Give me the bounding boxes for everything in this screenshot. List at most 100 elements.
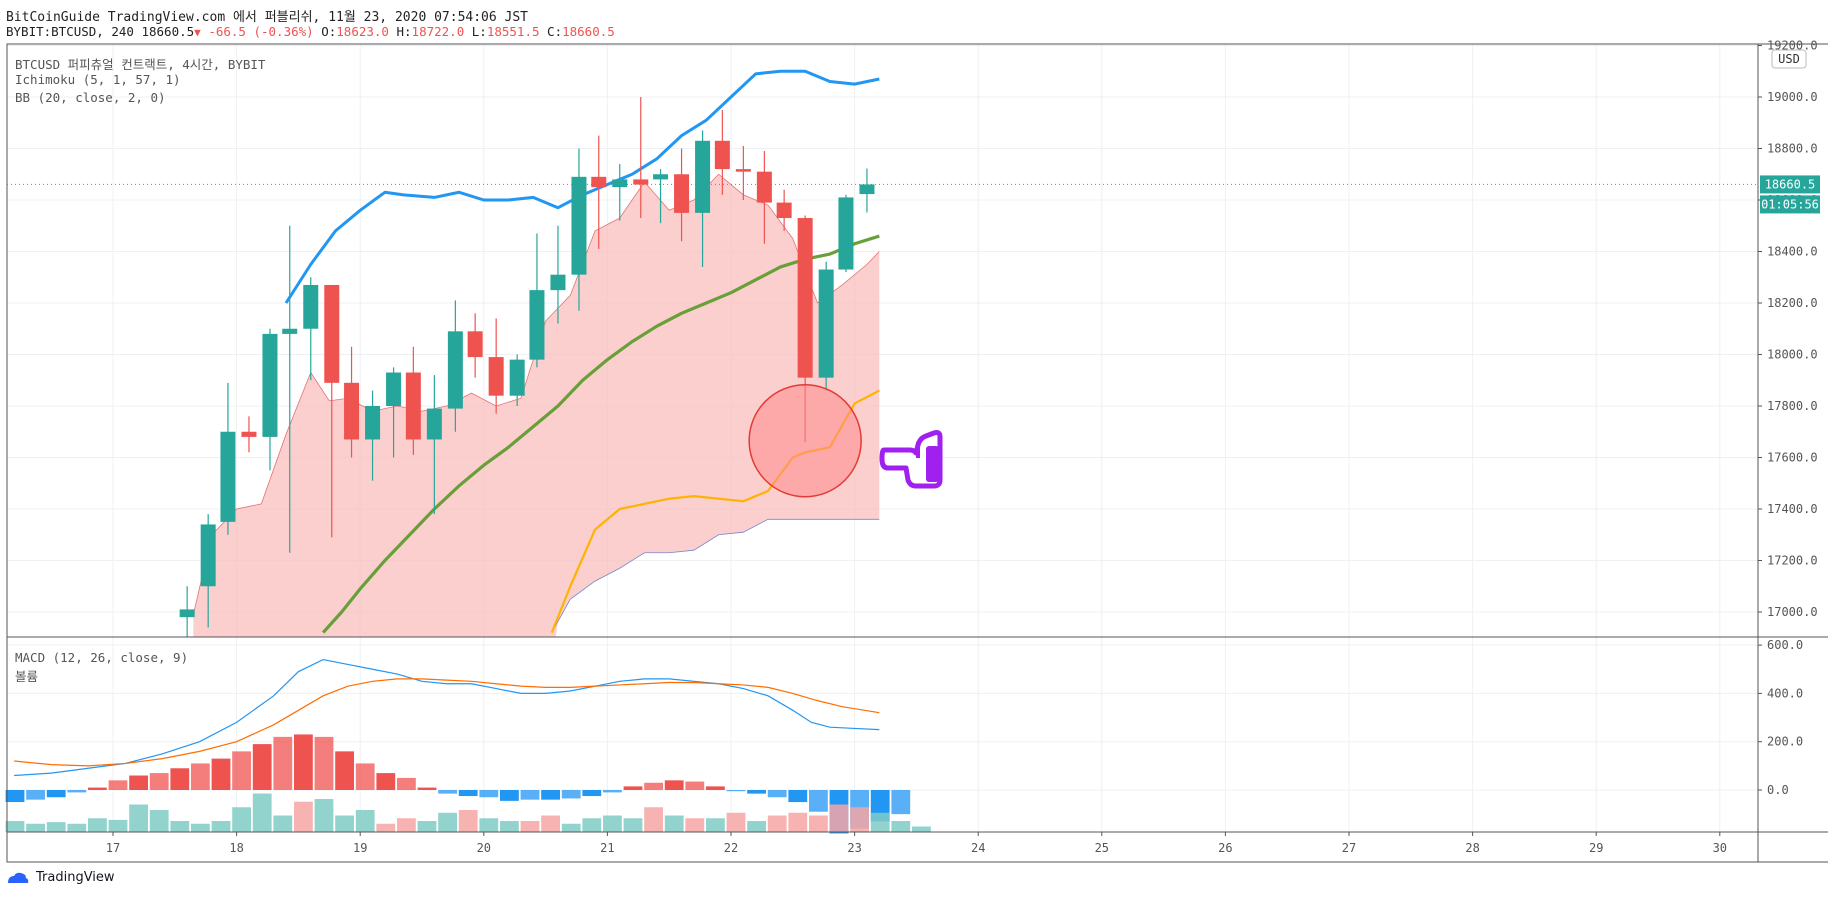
volume-bar <box>108 819 128 832</box>
macd-histogram-bar <box>582 790 602 797</box>
volume-bar <box>314 799 334 832</box>
candle <box>756 151 772 244</box>
macd-histogram-bar <box>561 790 581 799</box>
candle-body <box>571 176 587 275</box>
macd-histogram-bar <box>706 786 725 790</box>
macd-histogram-bar <box>129 775 148 790</box>
candle-body <box>838 197 854 270</box>
ichimoku-legend[interactable]: Ichimoku (5, 1, 57, 1) <box>15 72 181 87</box>
candle-body <box>653 174 669 180</box>
price-axis-label: 17200.0 <box>1767 554 1818 568</box>
candle-body <box>735 169 751 172</box>
volume-bar <box>232 807 251 832</box>
candle <box>200 514 216 628</box>
candle-body <box>756 171 772 203</box>
pointing-hand-icon <box>879 430 943 489</box>
candle <box>633 97 649 219</box>
macd-histogram-bar <box>232 751 251 790</box>
price-axis-label: 17000.0 <box>1767 605 1818 619</box>
candle <box>241 416 257 453</box>
volume-bar <box>129 804 148 832</box>
volume-bar <box>623 818 643 832</box>
open-value: 18623.0 <box>336 24 389 39</box>
publish-info: BitCoinGuide TradingView.com 에서 퍼블리쉬, 11… <box>6 10 529 25</box>
macd-axis-label: 200.0 <box>1767 735 1803 749</box>
candle-body <box>529 290 545 360</box>
macd-line <box>14 658 880 777</box>
price-axis-label: 18000.0 <box>1767 348 1818 362</box>
time-axis-label: 25 <box>1095 841 1109 855</box>
candle-body <box>200 524 216 587</box>
volume-bar <box>170 821 190 832</box>
candle-body <box>324 284 340 383</box>
volume-bar <box>912 826 931 832</box>
time-axis-label: 18 <box>229 841 243 855</box>
candle-body <box>695 140 711 213</box>
candle <box>653 169 669 224</box>
candle-body <box>612 179 628 188</box>
volume-bar <box>211 821 231 832</box>
candle <box>467 313 483 378</box>
candle-body <box>179 609 195 618</box>
candle <box>220 382 236 535</box>
macd-histogram-bar <box>520 790 540 800</box>
volume-legend[interactable]: 볼륨 <box>15 669 39 684</box>
time-axis-label: 22 <box>724 841 738 855</box>
candle-body <box>303 284 319 329</box>
volume-bar <box>294 801 313 832</box>
macd-histogram-bar <box>314 736 334 790</box>
macd-histogram-bar <box>211 758 231 790</box>
open-label: O: <box>321 24 337 39</box>
candle-body <box>633 179 649 185</box>
candle-body <box>467 331 483 358</box>
macd-histogram-bar <box>191 763 210 790</box>
macd-histogram-bar <box>458 790 478 797</box>
macd-histogram-bar <box>726 790 746 792</box>
chart-border <box>6 43 1828 863</box>
candle <box>818 261 834 391</box>
candle <box>282 225 298 553</box>
high-value: 18722.0 <box>411 24 465 39</box>
candle-body <box>386 372 402 406</box>
price-axis-label: 17800.0 <box>1767 399 1818 413</box>
candle <box>509 354 525 406</box>
volume-bar <box>809 815 828 832</box>
volume-bar <box>582 818 602 832</box>
candle <box>529 233 545 368</box>
brand-name: TradingView <box>36 870 115 885</box>
macd-histogram-bar <box>88 787 107 790</box>
chart-title: BTCUSD 퍼피츄얼 컨트랙트, 4시간, BYBIT <box>15 57 266 72</box>
candle <box>735 145 751 200</box>
bb-legend[interactable]: BB (20, close, 2, 0) <box>15 90 166 105</box>
macd-histogram-bar <box>46 790 66 798</box>
macd-histogram-bar <box>664 780 684 790</box>
macd-histogram-bar <box>252 744 272 790</box>
volume-bar <box>644 807 663 832</box>
candle-body <box>674 174 690 213</box>
macd-histogram-bar <box>685 781 705 790</box>
signal-line <box>14 678 880 767</box>
candle-body <box>776 202 792 219</box>
low-value: 18551.5 <box>486 24 540 39</box>
currency-box <box>1771 49 1807 69</box>
macd-legend[interactable]: MACD (12, 26, close, 9) <box>15 650 189 665</box>
volume-bar <box>726 812 746 832</box>
candle <box>262 328 278 471</box>
macd-histogram-bar <box>170 768 190 790</box>
volume-bar <box>747 821 766 832</box>
volume-bar <box>46 822 66 832</box>
candle-body <box>282 328 298 334</box>
countdown-label: 01:05:56 <box>1761 197 1819 211</box>
price-axis-label: 17400.0 <box>1767 502 1818 516</box>
candle <box>550 225 566 324</box>
macd-histogram-bar <box>767 790 787 798</box>
tradingview-brand[interactable]: TradingView <box>6 870 115 885</box>
price-axis-label: 18400.0 <box>1767 245 1818 259</box>
time-axis-label: 26 <box>1218 841 1232 855</box>
candle <box>426 375 442 515</box>
candle-body <box>550 274 566 291</box>
macd-histogram-bar <box>623 786 643 790</box>
candle <box>344 346 360 458</box>
price-axis-label: 17600.0 <box>1767 451 1818 465</box>
